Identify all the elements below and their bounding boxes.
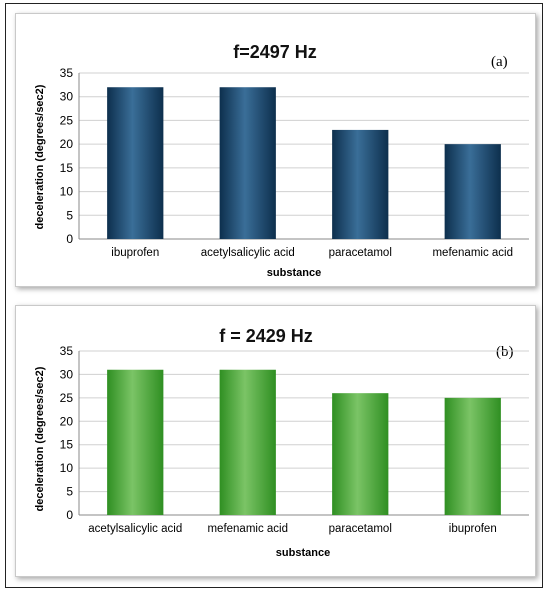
chart-b-x-axis-label: substance xyxy=(276,547,330,559)
figure-frame: f=2497 Hz (a) 0 5 10 15 20 25 30 35 ibuprofen ace… xyxy=(5,3,543,588)
chart-a-y-tick-label: 20 xyxy=(60,137,74,151)
chart-b-y-tick-label: 0 xyxy=(66,508,73,522)
chart-b-x-tick-label: paracetamol xyxy=(329,523,392,535)
chart-a-x-axis-label: substance xyxy=(267,267,321,279)
chart-a-y-tick-label: 30 xyxy=(60,90,74,104)
chart-a-bar xyxy=(107,87,164,239)
chart-b-y-tick-label: 15 xyxy=(60,438,74,452)
chart-b-svg: f = 2429 Hz (b) 0 5 10 15 20 25 30 35 acetylsali… xyxy=(34,326,529,559)
chart-a-y-tick-label: 25 xyxy=(60,113,74,127)
chart-b-y-tick-label: 30 xyxy=(60,367,74,381)
chart-a-y-tick-label: 15 xyxy=(60,161,74,175)
chart-a-y-tick-label: 10 xyxy=(60,185,74,199)
chart-b-y-tick-label: 35 xyxy=(60,344,74,358)
chart-b-y-tick-label: 10 xyxy=(60,461,74,475)
chart-b-bar xyxy=(444,397,501,515)
chart-a-y-axis-label: deceleration (degrees/sec2) xyxy=(34,84,46,229)
chart-b-x-tick-label: mefenamic acid xyxy=(207,523,288,535)
chart-a-x-tick-label: mefenamic acid xyxy=(432,247,513,259)
chart-b-plot-area: 0 5 10 15 20 25 30 35 acetylsalicylic acid mefena… xyxy=(60,344,529,535)
chart-a-panel-label: (a) xyxy=(491,54,508,70)
chart-a-bar xyxy=(444,144,501,239)
chart-a-title: f=2497 Hz xyxy=(233,42,317,62)
chart-b-y-tick-label: 5 xyxy=(66,485,73,499)
chart-a-x-tick-label: acetylsalicylic acid xyxy=(201,247,295,259)
chart-a-y-tick-label: 35 xyxy=(60,66,74,80)
chart-a-bar xyxy=(332,129,389,239)
chart-b-bar xyxy=(219,369,276,515)
chart-a-svg: f=2497 Hz (a) 0 5 10 15 20 25 30 35 ibuprofen ace… xyxy=(34,42,529,279)
chart-b-bar xyxy=(107,369,164,515)
chart-a-bar xyxy=(219,87,276,239)
chart-b-y-tick-label: 20 xyxy=(60,414,74,428)
chart-panel-a: f=2497 Hz (a) 0 5 10 15 20 25 30 35 ibuprofen ace… xyxy=(15,13,536,287)
chart-a-x-tick-label: paracetamol xyxy=(329,247,392,259)
chart-b-title: f = 2429 Hz xyxy=(219,326,313,346)
chart-panel-b: f = 2429 Hz (b) 0 5 10 15 20 25 30 35 acetylsali… xyxy=(15,305,536,577)
chart-a-y-tick-label: 5 xyxy=(66,208,73,222)
chart-b-panel-label: (b) xyxy=(496,344,514,360)
chart-b-y-axis-label: deceleration (degrees/sec2) xyxy=(34,366,46,511)
chart-a-plot-area: 0 5 10 15 20 25 30 35 ibuprofen acetylsalicylic a… xyxy=(60,66,529,259)
chart-b-x-tick-label: ibuprofen xyxy=(449,523,497,535)
chart-a-x-tick-label: ibuprofen xyxy=(111,247,159,259)
chart-a-y-tick-label: 0 xyxy=(66,232,73,246)
chart-b-y-tick-label: 25 xyxy=(60,391,74,405)
chart-b-x-tick-label: acetylsalicylic acid xyxy=(88,523,182,535)
chart-b-bar xyxy=(332,393,389,515)
